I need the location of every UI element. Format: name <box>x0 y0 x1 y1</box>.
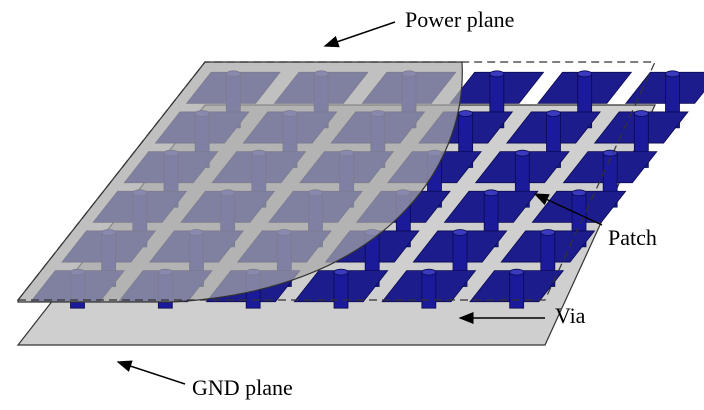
via-top <box>421 268 437 276</box>
via-top <box>509 268 525 276</box>
via-top <box>514 149 530 157</box>
via-top <box>633 110 649 117</box>
label: Power plane <box>405 7 514 32</box>
via-top <box>546 110 561 117</box>
arrow <box>533 193 603 226</box>
label: GND plane <box>192 375 293 400</box>
via-top <box>458 110 474 117</box>
label: Via <box>555 303 586 328</box>
via <box>333 271 349 309</box>
power-plane-outline <box>16 61 656 301</box>
via <box>421 271 437 309</box>
via-top <box>452 229 468 236</box>
arrow <box>116 360 186 385</box>
via-top <box>333 268 349 276</box>
arrow <box>323 21 396 48</box>
via-top <box>577 70 593 78</box>
via-top <box>540 229 556 236</box>
via-top <box>489 70 505 78</box>
via-top <box>665 70 680 78</box>
power-plane <box>17 61 463 303</box>
via-top <box>483 189 499 197</box>
via-top <box>602 149 618 157</box>
via-top <box>571 189 587 197</box>
via <box>509 271 525 309</box>
label: Patch <box>608 225 657 250</box>
